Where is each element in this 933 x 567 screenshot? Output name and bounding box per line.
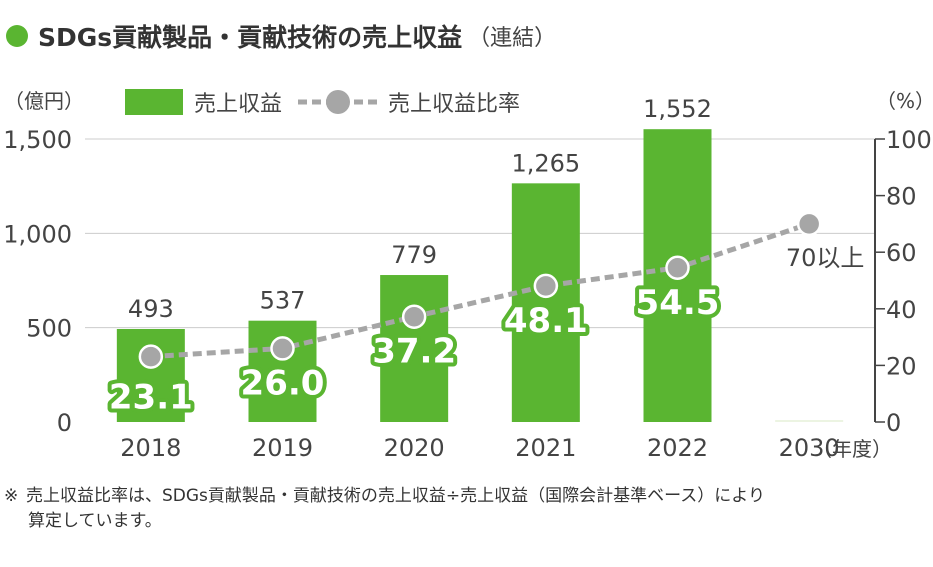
bar-value-label: 1,552 (643, 95, 712, 123)
legend-bar-swatch (125, 89, 183, 115)
footnote-mark: ※ (4, 486, 19, 506)
x-tick-label: 2018 (120, 434, 181, 462)
chart-title-suffix: （連結） (468, 26, 557, 51)
left-tick-label: 0 (57, 409, 72, 437)
line-value-label: 26.0 (241, 363, 325, 403)
bar-value-label: 537 (260, 287, 306, 315)
right-tick-label: 20 (886, 352, 917, 380)
legend-bar-label: 売上収益 (194, 92, 282, 117)
bar-value-label: 779 (391, 241, 437, 269)
right-tick-label: 60 (886, 239, 917, 267)
footnote-line-2: 算定しています。 (28, 511, 162, 531)
line-point (138, 344, 164, 369)
line-value-label: 54.5 (636, 283, 720, 323)
line-point (665, 255, 690, 281)
right-tick-label: 40 (886, 296, 917, 324)
x-tick-label: 2022 (647, 434, 708, 462)
legend-line-label: 売上収益比率 (388, 92, 520, 117)
left-axis-unit: （億円） (4, 89, 84, 113)
right-tick-label: 100 (886, 126, 932, 154)
left-tick-label: 1,000 (3, 220, 72, 248)
chart-title: SDGs貢献製品・貢献技術の売上収益 (38, 23, 463, 52)
x-tick-label: 2021 (515, 434, 576, 462)
line-point (401, 304, 427, 329)
line-value-label: 37.2 (372, 332, 456, 372)
chart-header: SDGs貢献製品・貢献技術の売上収益 （連結） (6, 18, 556, 54)
line-value-label: 70以上 (786, 244, 865, 272)
bar-value-label: 493 (128, 295, 174, 323)
right-tick-label: 0 (886, 409, 901, 437)
right-tick-label: 80 (886, 183, 917, 211)
bar (380, 275, 449, 422)
footnote-line-1: 売上収益比率は、SDGs貢献製品・貢献技術の売上収益÷売上収益（国際会計基準ベー… (26, 486, 765, 506)
line-point (270, 336, 295, 361)
right-axis-unit: （%） (876, 89, 933, 113)
x-tick-label: 2019 (252, 434, 313, 462)
x-tick-label: 2020 (384, 434, 445, 462)
line-value-label: 48.1 (504, 301, 588, 341)
bar-value-label: 1,265 (511, 149, 580, 177)
footnote: ※ 売上収益比率は、SDGs貢献製品・貢献技術の売上収益÷売上収益（国際会計基準ベ… (4, 484, 924, 534)
line-point (533, 273, 559, 299)
left-tick-label: 1,500 (3, 126, 72, 154)
line-value-label: 23.1 (109, 378, 193, 418)
legend-line-marker (326, 90, 350, 114)
x-tick-label: 2030 (779, 434, 840, 462)
bar (511, 183, 580, 422)
line-point (796, 211, 822, 237)
x-axis-suffix: （年度） (812, 437, 892, 461)
bullet-dot-icon (6, 25, 28, 47)
left-tick-label: 500 (26, 315, 72, 343)
